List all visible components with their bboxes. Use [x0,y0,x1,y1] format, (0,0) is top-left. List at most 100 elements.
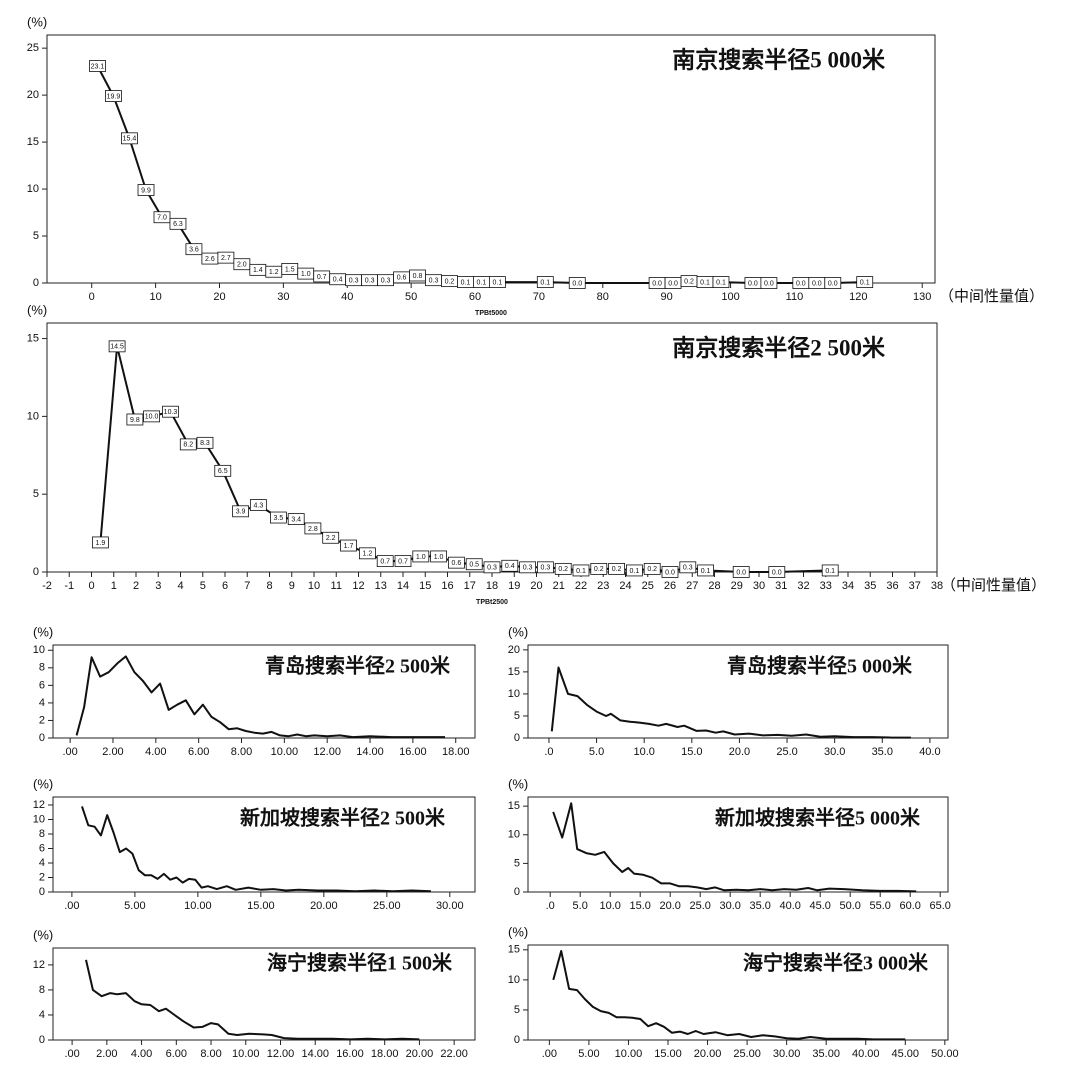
x-axis-name: TPBt2500 [476,599,508,606]
x-tick-label: 130 [913,291,931,303]
chart-title: 新加坡搜索半径5 000米 [715,806,921,830]
value-label: 2.8 [308,526,318,533]
value-label-box [137,184,155,196]
x-tick-label: .00 [542,1048,557,1060]
value-label: 0.8 [413,273,423,280]
plot-frame [52,796,476,893]
value-label: 0.6 [397,275,407,282]
value-label-box [143,410,160,423]
value-label-box [92,536,109,549]
x-tick-label: 100 [721,291,739,303]
y-axis-label: (%) [27,302,47,317]
x-tick-label: .00 [62,746,77,758]
value-label: 23.1 [91,63,105,70]
x-tick-label: 35.0 [872,746,893,758]
value-label-box [162,405,179,418]
plot-frame [527,644,949,739]
x-tick-label: 19 [508,580,520,592]
value-label: 0.7 [380,558,390,565]
x-tick-label: 30.0 [719,900,740,912]
x-tick-label: 8.00 [231,746,252,758]
x-tick-label: 10.0 [599,900,620,912]
x-tick-label: 40.00 [852,1048,880,1060]
value-label: 2.6 [205,256,215,263]
x-axis-name: TPBt5000 [475,310,507,317]
value-label: 0.1 [477,279,487,286]
value-label-box [376,555,394,568]
x-tick-label: 110 [786,291,804,303]
x-tick-label: 12 [352,580,364,592]
plot-frame [527,796,949,893]
y-tick-label: 0 [514,886,520,898]
x-tick-label: 45.00 [892,1048,920,1060]
value-label: 1.7 [344,543,354,550]
x-tick-label: 38 [931,580,943,592]
value-label: 6.5 [218,468,228,475]
x-tick-label: 14.00 [356,746,384,758]
value-label: 0.0 [812,280,822,287]
x-tick-label: 25.0 [689,900,710,912]
x-tick-label: 9 [289,580,295,592]
chart-title: 南京搜索半径5 000米 [672,46,886,72]
value-label: 0.7 [317,274,327,281]
value-label: 2.0 [237,262,247,269]
x-tick-label: -2 [42,580,52,592]
x-tick-label: 16 [441,580,453,592]
x-tick-label: 2.00 [96,1048,117,1060]
value-label-box [232,505,249,518]
y-tick-label: 0 [39,1034,45,1046]
value-label-box [169,217,187,230]
value-label: 0.3 [429,278,439,285]
x-tick-label: 120 [849,291,867,303]
value-label-box [501,559,519,572]
y-tick-label: 10 [508,688,520,700]
y-tick-label: 10 [27,183,39,195]
value-label-box [340,539,357,552]
value-label: 0.6 [452,560,462,567]
value-label-box [483,561,501,574]
x-tick-label: 14 [397,580,409,592]
x-tick-label: 10 [149,291,161,303]
x-tick-label: 40.0 [779,900,800,912]
value-label: 0.1 [860,279,870,286]
x-tick-label: 15 [419,580,431,592]
value-label-box [732,566,750,578]
data-line [85,959,420,1041]
x-tick-label: 20 [213,291,225,303]
plot-frame [52,947,476,1041]
x-tick-label: 36 [886,580,898,592]
y-axis-label: (%) [508,624,528,639]
x-tick-label: 16.00 [336,1048,364,1060]
value-label-box [105,90,122,102]
chart-title: 新加坡搜索半径2 500米 [240,806,446,830]
x-tick-label: .0 [544,746,553,758]
y-tick-label: 15 [508,666,520,678]
y-tick-label: 15 [508,944,520,956]
x-tick-label: 20 [530,580,542,592]
x-tick-label: 8 [266,580,272,592]
value-label-box [712,276,730,288]
y-tick-label: 5 [514,710,520,722]
value-label-box [760,277,778,289]
value-label: 0.7 [398,558,408,565]
x-tick-label: 20.00 [310,900,338,912]
value-label: 14.5 [110,344,124,351]
value-label: 3.9 [236,509,246,516]
y-tick-label: 20 [27,89,39,101]
x-tick-label: 40.0 [919,746,940,758]
value-label: 0.4 [333,277,343,284]
value-label: 0.0 [764,280,774,287]
x-tick-label: 27 [686,580,698,592]
x-tick-label: 32 [797,580,809,592]
value-label-box [824,277,842,289]
value-label: 0.0 [748,280,758,287]
value-label: 9.8 [130,417,140,424]
value-label: 0.0 [828,280,838,287]
y-tick-label: 12 [33,959,45,971]
x-tick-label: 0 [88,580,94,592]
x-tick-label: 22 [575,580,587,592]
x-tick-label: 21 [553,580,565,592]
value-label-box [196,436,214,449]
value-label-box [768,566,786,578]
